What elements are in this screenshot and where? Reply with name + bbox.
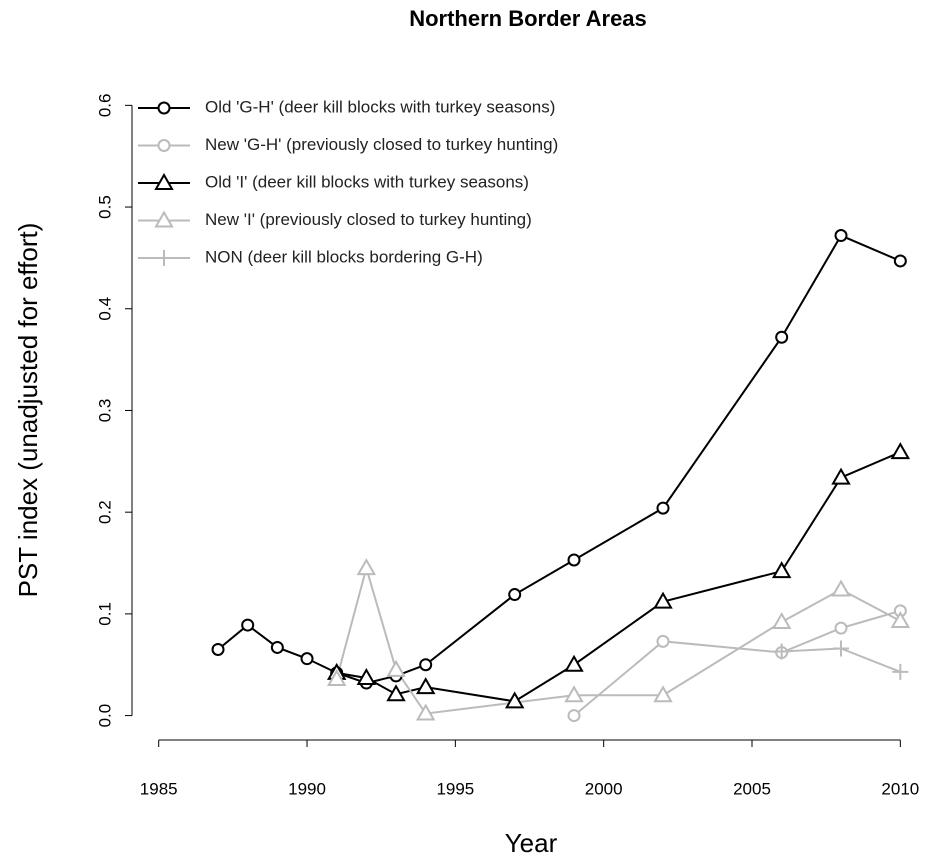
point [653,685,673,703]
point [890,442,911,460]
point [326,668,347,686]
point [773,643,790,660]
point [771,612,792,630]
point [419,658,433,672]
point [831,467,851,485]
y-tick-label: 0.6 [95,94,114,118]
legend-label: Old 'G-H' (deer kill blocks with turkey … [205,97,555,116]
y-tick-label: 0.3 [95,399,114,423]
x-tick-label: 1990 [288,779,326,798]
x-axis-label: Year [505,828,558,858]
point [771,561,792,579]
point [508,588,522,602]
point [504,691,525,709]
point [831,579,851,597]
point [356,667,377,685]
legend-label: New 'I' (previously closed to turkey hun… [205,210,532,229]
point [775,330,789,344]
legend-marker [154,172,174,190]
point [386,684,406,702]
point [564,654,584,672]
legend-label: Old 'I' (deer kill blocks with turkey se… [205,172,529,191]
point [564,685,584,703]
chart-title: Northern Border Areas [409,6,647,31]
point [211,642,225,656]
x-tick-label: 1985 [140,779,178,798]
point [656,634,670,648]
point [653,591,673,609]
legend-label: New 'G-H' (previously closed to turkey h… [205,135,558,154]
point [656,501,670,515]
y-axis-label: PST index (unadjusted for effort) [13,223,43,598]
point [241,618,255,632]
point [270,640,284,654]
series-line [336,451,901,703]
legend-marker [157,139,171,152]
point [415,703,436,721]
series-line [217,234,901,685]
y-tick-label: 0.2 [95,500,114,524]
point [893,254,907,268]
point [834,621,848,635]
point [386,659,406,677]
x-tick-label: 2000 [585,779,623,798]
point [890,610,911,629]
y-tick-label: 0.4 [95,297,114,321]
legend-label: NON (deer kill blocks bordering G-H) [205,247,483,266]
point [892,663,909,680]
y-tick-label: 0.5 [95,195,114,219]
legend-marker [156,250,172,266]
y-tick-label: 0.1 [95,602,114,626]
legend-marker [157,101,171,115]
point [356,558,377,576]
legend-marker [154,210,174,228]
point [567,709,581,723]
x-tick-label: 2005 [733,779,771,798]
point [834,229,848,243]
y-tick-label: 0.0 [95,704,114,728]
x-tick-label: 2010 [881,779,919,798]
point [415,677,436,695]
point [833,640,850,657]
point [567,553,581,567]
point [300,652,314,666]
series-line [573,609,901,717]
x-tick-label: 1995 [436,779,474,798]
